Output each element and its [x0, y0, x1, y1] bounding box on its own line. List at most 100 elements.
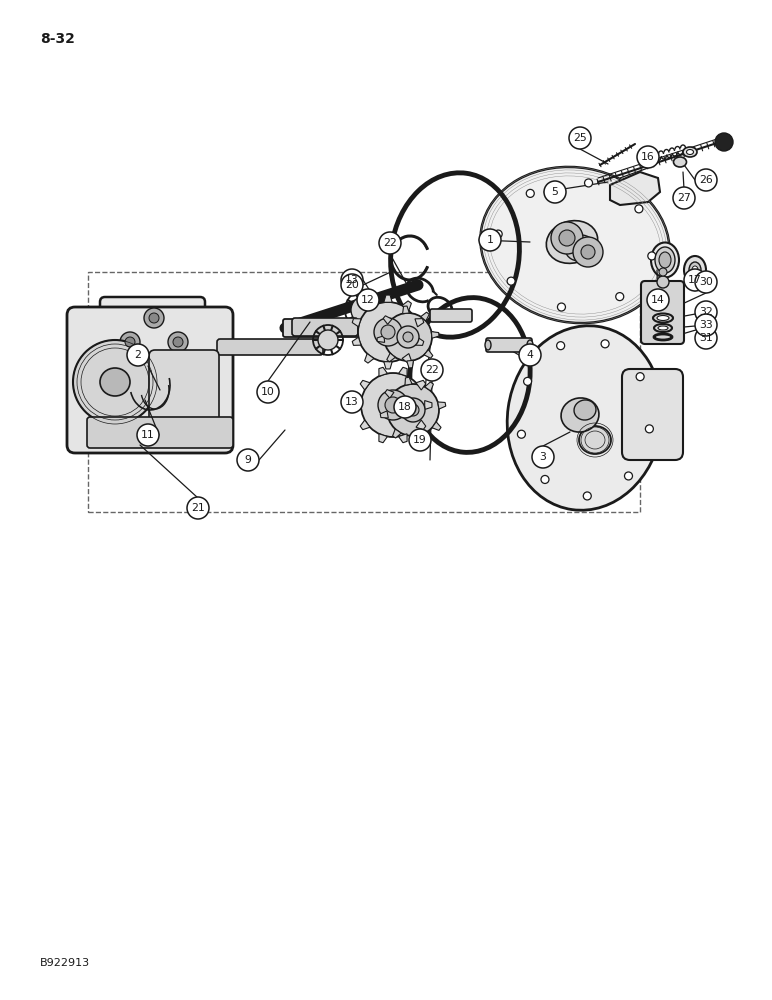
Ellipse shape [485, 340, 491, 350]
Text: 5: 5 [551, 187, 558, 197]
Circle shape [494, 230, 502, 238]
Polygon shape [402, 301, 411, 310]
Circle shape [351, 296, 379, 324]
Circle shape [341, 274, 363, 296]
Ellipse shape [574, 400, 596, 420]
Circle shape [519, 344, 541, 366]
Text: 31: 31 [699, 333, 713, 343]
Ellipse shape [579, 426, 611, 454]
Ellipse shape [651, 242, 679, 277]
Text: 27: 27 [677, 193, 691, 203]
Ellipse shape [659, 252, 671, 268]
Circle shape [601, 340, 609, 348]
Polygon shape [384, 295, 392, 302]
FancyBboxPatch shape [430, 309, 472, 322]
Polygon shape [393, 429, 401, 438]
Polygon shape [354, 401, 361, 409]
Circle shape [378, 390, 408, 420]
Text: 16: 16 [641, 152, 655, 162]
Ellipse shape [683, 147, 697, 157]
Circle shape [341, 269, 363, 291]
Polygon shape [415, 337, 424, 345]
Polygon shape [403, 306, 409, 314]
FancyBboxPatch shape [217, 339, 323, 355]
Polygon shape [421, 312, 429, 321]
Ellipse shape [527, 340, 533, 350]
Circle shape [581, 245, 595, 259]
FancyBboxPatch shape [292, 318, 358, 336]
Text: 12: 12 [361, 295, 375, 305]
FancyBboxPatch shape [87, 417, 233, 448]
Text: 1: 1 [486, 235, 493, 245]
Polygon shape [424, 350, 433, 358]
Circle shape [144, 308, 164, 328]
FancyBboxPatch shape [486, 338, 532, 352]
Polygon shape [352, 319, 361, 327]
Circle shape [173, 337, 183, 347]
Text: 11: 11 [141, 430, 155, 440]
Circle shape [657, 276, 669, 288]
Polygon shape [383, 316, 392, 324]
Circle shape [407, 404, 419, 416]
Circle shape [237, 449, 259, 471]
Polygon shape [416, 380, 426, 390]
FancyBboxPatch shape [67, 307, 233, 453]
Ellipse shape [654, 324, 672, 332]
Circle shape [379, 232, 401, 254]
Circle shape [409, 429, 431, 451]
Circle shape [637, 146, 659, 168]
Polygon shape [352, 337, 361, 345]
Polygon shape [398, 434, 407, 443]
Circle shape [695, 271, 717, 293]
Circle shape [358, 302, 418, 362]
Text: 3: 3 [540, 452, 547, 462]
Circle shape [479, 229, 501, 251]
Polygon shape [361, 380, 370, 390]
Circle shape [374, 318, 402, 346]
FancyBboxPatch shape [149, 350, 219, 434]
Polygon shape [402, 354, 411, 363]
Ellipse shape [653, 314, 673, 322]
Text: 10: 10 [261, 387, 275, 397]
Text: 25: 25 [573, 133, 587, 143]
Polygon shape [416, 420, 426, 430]
Polygon shape [364, 354, 374, 363]
Polygon shape [407, 360, 413, 368]
Text: 21: 21 [191, 503, 205, 513]
Circle shape [127, 344, 149, 366]
Polygon shape [414, 435, 421, 443]
Text: 26: 26 [699, 175, 713, 185]
Circle shape [187, 497, 209, 519]
Circle shape [673, 187, 695, 209]
Circle shape [120, 332, 140, 352]
Polygon shape [432, 332, 439, 338]
Ellipse shape [100, 368, 130, 396]
Circle shape [125, 337, 135, 347]
Circle shape [659, 268, 667, 276]
Ellipse shape [657, 316, 669, 320]
Circle shape [357, 289, 379, 311]
Text: 8-32: 8-32 [40, 32, 75, 46]
Circle shape [527, 189, 534, 197]
Polygon shape [438, 402, 445, 409]
Text: 22: 22 [383, 238, 397, 248]
Circle shape [517, 430, 526, 438]
Circle shape [507, 277, 515, 285]
Circle shape [616, 293, 624, 301]
Circle shape [403, 332, 413, 342]
Circle shape [361, 373, 425, 437]
Circle shape [168, 332, 188, 352]
Circle shape [137, 424, 159, 446]
Polygon shape [384, 362, 392, 369]
FancyBboxPatch shape [622, 369, 683, 460]
Circle shape [584, 179, 593, 187]
Polygon shape [385, 390, 394, 398]
Polygon shape [377, 336, 384, 342]
Text: 13: 13 [345, 397, 359, 407]
Ellipse shape [480, 167, 669, 323]
Circle shape [645, 425, 653, 433]
Circle shape [401, 398, 425, 422]
Polygon shape [610, 172, 660, 205]
Circle shape [695, 301, 717, 323]
Ellipse shape [684, 256, 706, 284]
